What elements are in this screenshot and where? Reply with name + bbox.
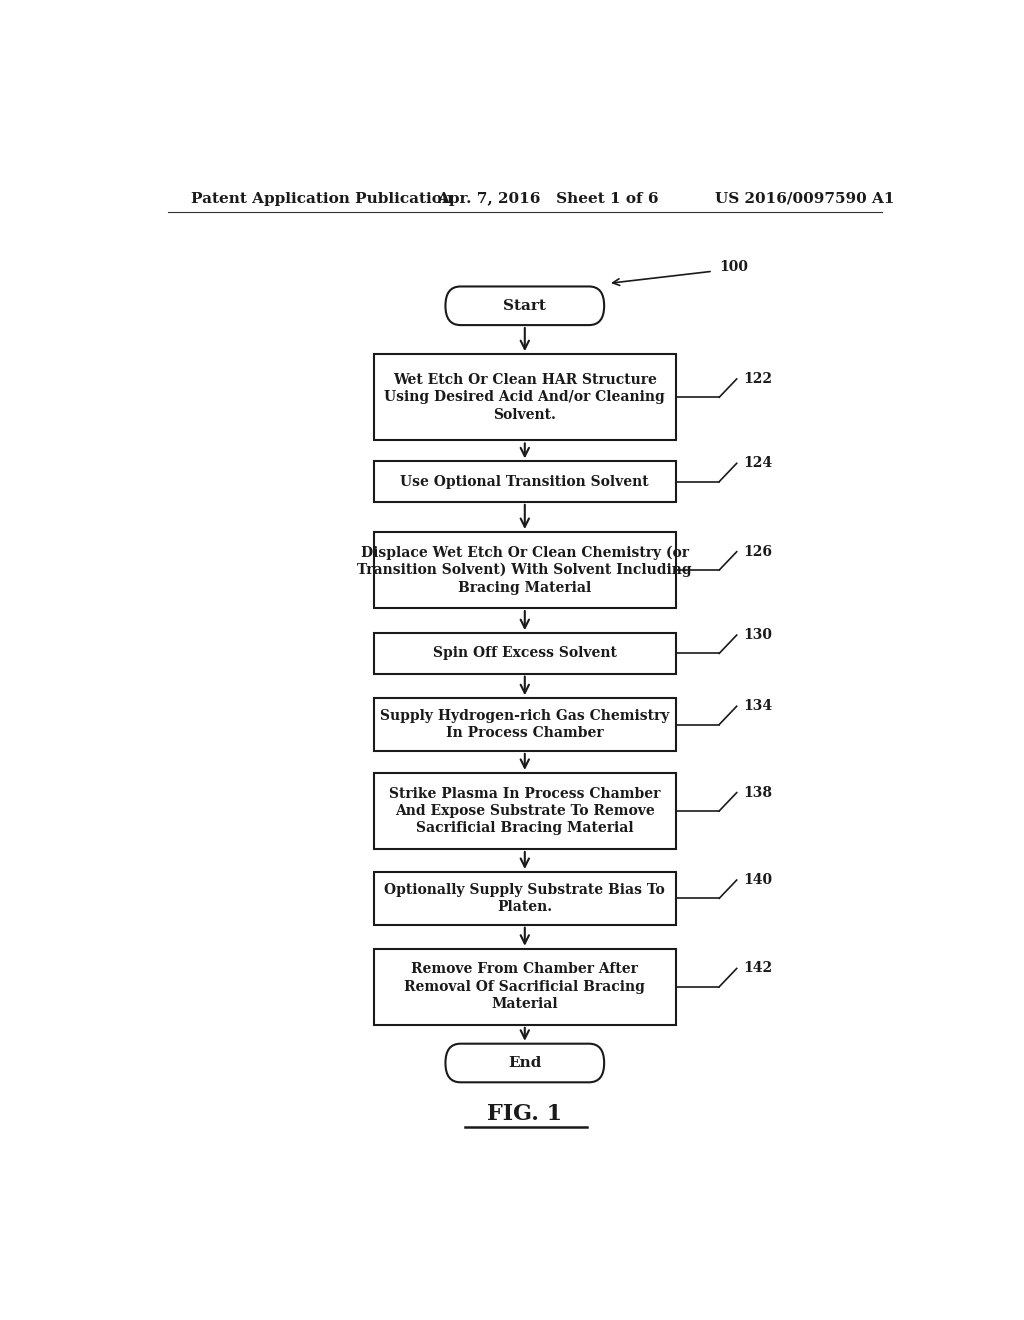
Text: 134: 134 xyxy=(743,700,772,713)
Text: Patent Application Publication: Patent Application Publication xyxy=(191,191,454,206)
FancyBboxPatch shape xyxy=(445,286,604,325)
FancyBboxPatch shape xyxy=(374,873,676,925)
FancyBboxPatch shape xyxy=(374,461,676,502)
FancyBboxPatch shape xyxy=(374,772,676,849)
Text: Remove From Chamber After
Removal Of Sacrificial Bracing
Material: Remove From Chamber After Removal Of Sac… xyxy=(404,962,645,1011)
Text: 122: 122 xyxy=(743,372,772,385)
Text: FIG. 1: FIG. 1 xyxy=(487,1102,562,1125)
Text: 100: 100 xyxy=(719,260,749,275)
Text: End: End xyxy=(508,1056,542,1071)
Text: Wet Etch Or Clean HAR Structure
Using Desired Acid And/or Cleaning
Solvent.: Wet Etch Or Clean HAR Structure Using De… xyxy=(384,374,666,421)
Text: 142: 142 xyxy=(743,961,772,975)
Text: Apr. 7, 2016   Sheet 1 of 6: Apr. 7, 2016 Sheet 1 of 6 xyxy=(437,191,659,206)
Text: Use Optional Transition Solvent: Use Optional Transition Solvent xyxy=(400,475,649,488)
Text: 130: 130 xyxy=(743,628,772,642)
Text: Start: Start xyxy=(504,298,546,313)
Text: 126: 126 xyxy=(743,545,772,558)
Text: US 2016/0097590 A1: US 2016/0097590 A1 xyxy=(715,191,895,206)
FancyBboxPatch shape xyxy=(445,1044,604,1082)
Text: Strike Plasma In Process Chamber
And Expose Substrate To Remove
Sacrificial Brac: Strike Plasma In Process Chamber And Exp… xyxy=(389,787,660,836)
FancyBboxPatch shape xyxy=(374,949,676,1024)
FancyBboxPatch shape xyxy=(374,532,676,609)
Text: 140: 140 xyxy=(743,873,772,887)
Text: Supply Hydrogen-rich Gas Chemistry
In Process Chamber: Supply Hydrogen-rich Gas Chemistry In Pr… xyxy=(380,709,670,741)
FancyBboxPatch shape xyxy=(374,698,676,751)
Text: Displace Wet Etch Or Clean Chemistry (or
Transition Solvent) With Solvent Includ: Displace Wet Etch Or Clean Chemistry (or… xyxy=(357,545,692,595)
FancyBboxPatch shape xyxy=(374,354,676,441)
Text: 138: 138 xyxy=(743,785,772,800)
FancyBboxPatch shape xyxy=(374,634,676,673)
Text: 124: 124 xyxy=(743,457,772,470)
Text: Spin Off Excess Solvent: Spin Off Excess Solvent xyxy=(433,647,616,660)
Text: Optionally Supply Substrate Bias To
Platen.: Optionally Supply Substrate Bias To Plat… xyxy=(384,883,666,913)
